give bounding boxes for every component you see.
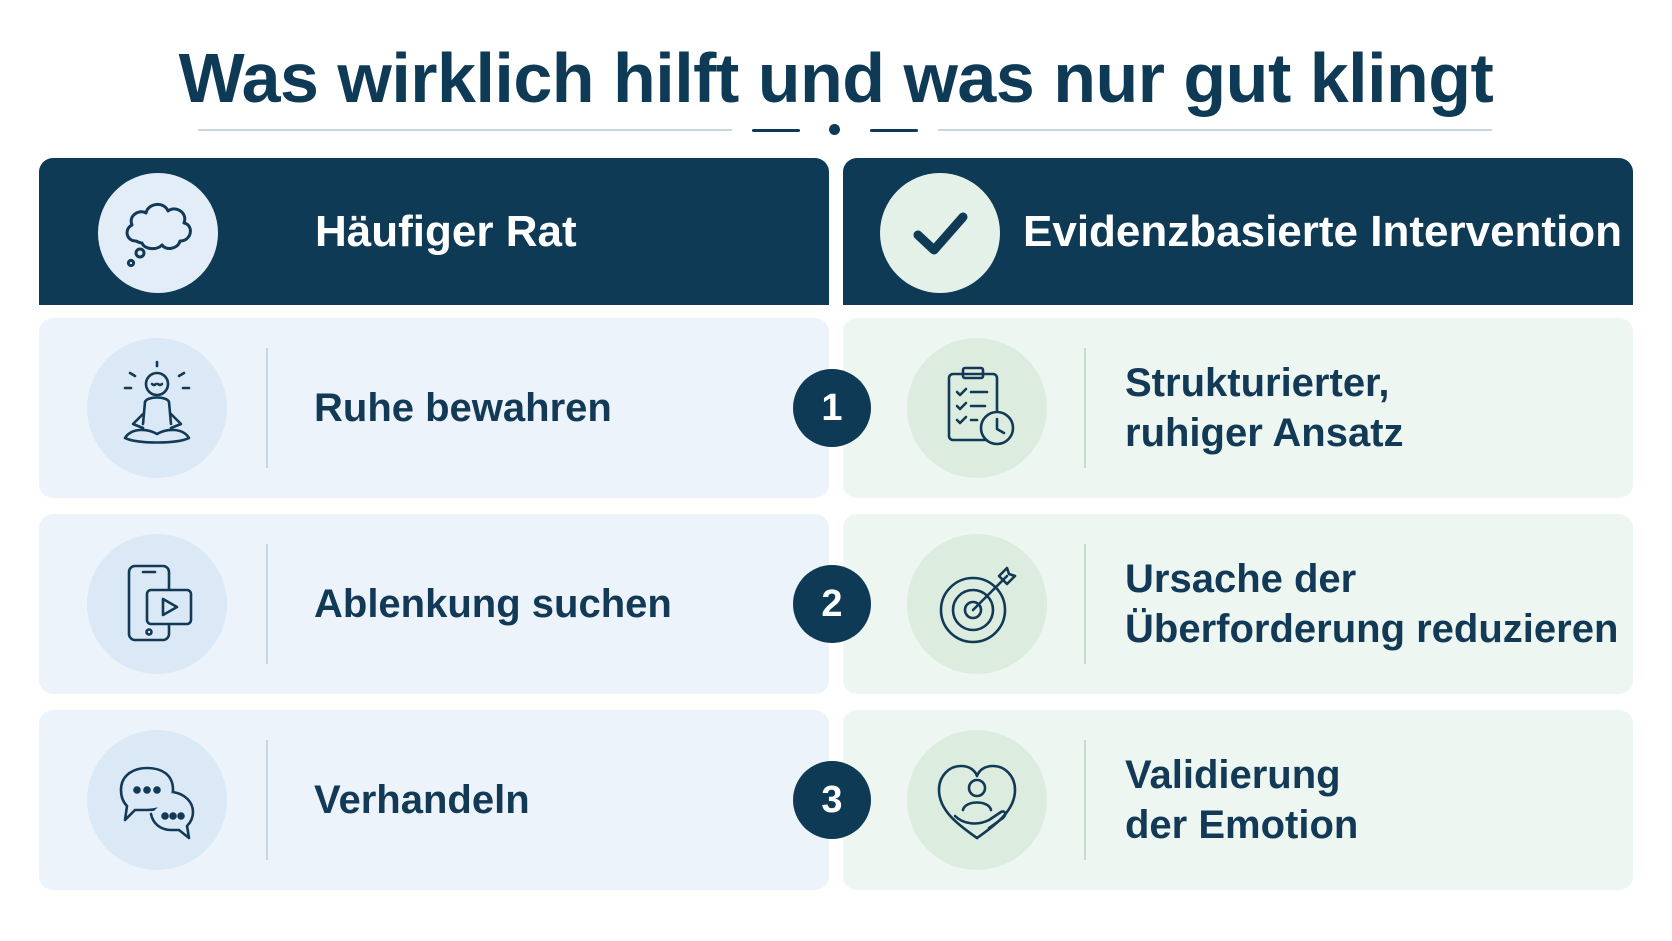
header-common-advice: Häufiger Rat (39, 158, 829, 305)
row-number-3: 3 (793, 761, 871, 839)
title-rule-right (938, 129, 1492, 131)
intervention-label-3: Validierung der Emotion (1125, 753, 1359, 847)
heart-person-icon (907, 730, 1047, 870)
intervention-label-2: Ursache der Überforderung reduzieren (1125, 557, 1619, 651)
thought-bubble-icon (98, 173, 218, 293)
header-label-evidence-based: Evidenzbasierte Intervention (1023, 207, 1623, 256)
advice-label-1: Ruhe bewahren (314, 386, 612, 430)
advice-label-2: Ablenkung suchen (314, 582, 672, 626)
header-label-common-advice: Häufiger Rat (315, 207, 577, 256)
checkmark-icon (880, 173, 1000, 293)
page-title: Was wirklich hilft und was nur gut kling… (178, 39, 1494, 117)
target-arrow-icon (907, 534, 1047, 674)
intervention-card-3: Validierung der Emotion (843, 710, 1633, 890)
intervention-card-2: Ursache der Überforderung reduzieren (843, 514, 1633, 694)
phone-video-icon (87, 534, 227, 674)
intervention-card-1: Strukturierter, ruhiger Ansatz (843, 318, 1633, 498)
advice-card-3: Verhandeln (39, 710, 829, 890)
clipboard-clock-icon (907, 338, 1047, 478)
intervention-label-1: Strukturierter, ruhiger Ansatz (1125, 361, 1404, 455)
meditation-icon (87, 338, 227, 478)
title-rule-left (198, 129, 732, 131)
speech-bubbles-icon (87, 730, 227, 870)
advice-card-1: Ruhe bewahren (39, 318, 829, 498)
row-number-1: 1 (793, 369, 871, 447)
advice-card-2: Ablenkung suchen (39, 514, 829, 694)
advice-label-3: Verhandeln (314, 778, 530, 822)
title-ornament (752, 121, 918, 139)
header-evidence-based: Evidenzbasierte Intervention (843, 158, 1633, 305)
row-number-2: 2 (793, 565, 871, 643)
